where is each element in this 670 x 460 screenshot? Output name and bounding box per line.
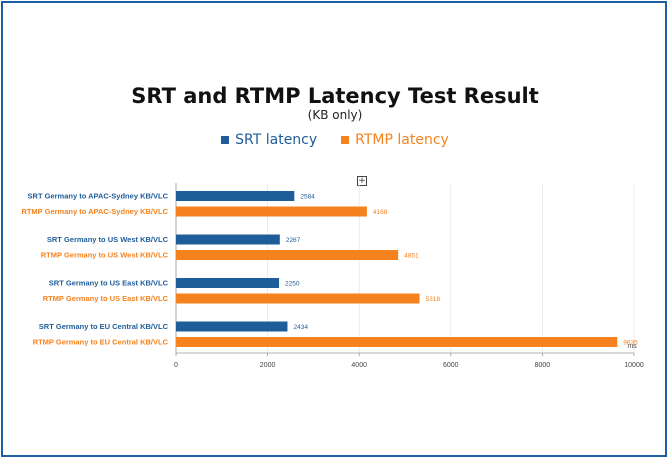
value-label-rtmp-2: 5318 [426,296,441,303]
bar-srt-0 [176,191,295,201]
bar-srt-2 [176,278,280,288]
chart-legend: SRT latency RTMP latency [0,130,670,150]
category-label-rtmp-1: RTMP Germany to US West KB/VLC [41,251,169,260]
category-label-srt-1: SRT Germany to US West KB/VLC [47,235,169,244]
value-label-rtmp-0: 4168 [373,209,388,216]
x-tick-label-0: 0 [174,362,178,369]
legend-label-srt: SRT latency [235,132,318,148]
x-tick-label-3: 6000 [443,362,459,369]
bar-srt-3 [176,321,288,332]
category-label-srt-3: SRT Germany to EU Central KB/VLC [39,322,169,331]
plus-box-icon[interactable]: + [357,176,367,186]
category-label-srt-0: SRT Germany to APAC-Sydney KB/VLC [28,192,169,201]
x-tick-label-1: 2000 [260,362,276,369]
category-label-srt-2: SRT Germany to US East KB/VLC [49,279,169,288]
value-label-srt-3: 2434 [293,324,308,331]
category-label-rtmp-2: RTMP Germany to US East KB/VLC [43,294,169,303]
x-tick-label-4: 8000 [535,362,551,369]
x-tick-label-2: 4000 [351,362,367,369]
bar-srt-1 [176,234,280,245]
legend-swatch-srt [221,136,230,144]
bar-rtmp-3 [176,337,618,347]
value-label-rtmp-1: 4851 [404,253,419,260]
x-axis-unit-label: ms [627,343,637,350]
legend-item-rtmp: RTMP latency [341,130,449,150]
chart-subtitle: (KB only) [307,108,363,122]
legend-label-rtmp: RTMP latency [355,132,449,148]
legend-item-srt: SRT latency [221,130,317,150]
chart-title: SRT and RTMP Latency Test Result [131,84,539,108]
value-label-rtmp-3: 9635 [623,340,638,347]
bar-rtmp-2 [176,293,420,304]
category-label-rtmp-0: RTMP Germany to APAC-Sydney KB/VLC [21,207,168,216]
legend-swatch-rtmp [341,136,350,144]
x-tick-label-5: 10000 [624,362,644,369]
value-label-srt-1: 2267 [286,237,301,244]
value-label-srt-2: 2250 [285,281,300,288]
category-label-rtmp-3: RTMP Germany to EU Central KB/VLC [33,338,169,347]
value-label-srt-0: 2584 [300,194,315,201]
bar-rtmp-1 [176,250,399,260]
bar-rtmp-0 [176,206,367,217]
